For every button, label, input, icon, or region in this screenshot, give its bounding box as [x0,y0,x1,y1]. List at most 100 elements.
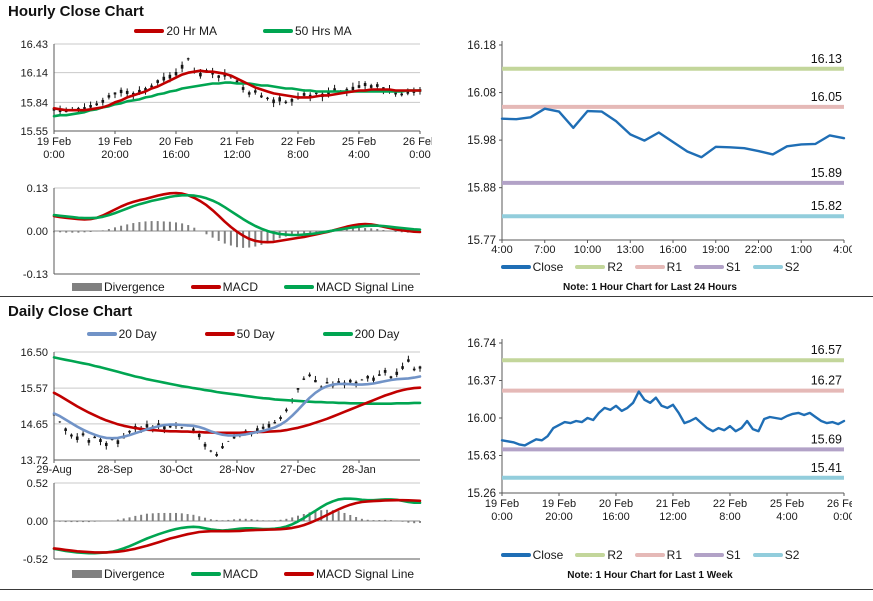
daily-pivot-legend: Close R2 R1 S1 S2 [448,548,852,562]
legend-item-s1: S1 [694,260,741,274]
x-tick-label: 0:00 [491,511,512,523]
y-tick-label: 15.55 [20,126,48,138]
x-tick-label: 19 Feb [542,498,576,510]
legend-label: R2 [607,260,623,274]
daily-macd-chart: 0.52 0.00 -0.52 [23,478,422,565]
legend-swatch [86,332,117,336]
x-tick-label: 22:00 [745,244,773,256]
legend-label: S2 [784,548,800,562]
legend-swatch [634,553,665,557]
legend-swatch [500,265,531,269]
x-tick-label: 0:00 [833,511,852,523]
y-tick-label: 16.74 [467,338,496,350]
y-tick-label: 15.84 [20,97,48,109]
legend-item-r1: R1 [634,548,682,562]
y-tick-label: 16.08 [467,88,496,100]
legend-swatch [634,265,665,269]
y-tick-label: -0.52 [23,554,48,565]
hourly-macd-chart: 0.13 0.00 -0.13 [23,183,422,278]
x-tick-label: 7:00 [534,244,555,256]
x-tick-label: 10:00 [574,244,602,256]
x-tick-label: 19 Feb [37,136,71,148]
legend-swatch [71,570,102,578]
legend-swatch [575,553,606,557]
daily-macd-legend: Divergence MACD MACD Signal Line [54,567,432,581]
legend-label: 50 Hrs MA [295,24,352,38]
x-tick-label: 4:00 [348,149,369,161]
section-divider [0,296,873,297]
series-line [500,390,846,447]
x-tick-label: 1:00 [791,244,812,256]
y-tick-label: 16.00 [467,413,496,425]
legend-item-r2: R2 [575,548,623,562]
x-tick-label: 28-Jan [342,464,376,476]
legend-item-divergence: Divergence [71,567,165,581]
x-tick-label: 19:00 [702,244,730,256]
x-tick-label: 16:00 [162,149,190,161]
legend-item-s2: S2 [752,260,800,274]
x-tick-label: 0:00 [409,149,430,161]
legend-swatch [694,553,724,557]
legend-label: 20 Day [118,327,157,341]
series-line [52,375,422,440]
legend-label: 50 Day [236,327,275,341]
legend-swatch [190,285,221,289]
y-tick-label: 16.14 [20,68,48,80]
pivot-level-label-r1: 16.05 [811,90,842,104]
series-line [52,69,422,112]
legend-swatch [322,332,353,336]
y-tick-label: 0.13 [27,183,48,195]
pivot-level-label-s1: 15.69 [811,432,842,446]
x-tick-label: 20:00 [101,149,129,161]
legend-item-s1: S1 [694,548,741,562]
x-tick-label: 13:00 [616,244,644,256]
x-tick-label: 16:00 [659,244,687,256]
x-tick-label: 20 Feb [159,136,193,148]
y-tick-label: 0.00 [27,516,48,528]
y-tick-label: 15.88 [467,183,496,195]
legend-item-divergence: Divergence [71,280,165,294]
x-tick-label: 22 Feb [281,136,315,148]
pivot-level-label-s2: 15.41 [811,461,842,475]
x-tick-label: 28-Sep [97,464,132,476]
legend-label: R1 [666,548,682,562]
series-line [52,193,422,237]
legend-swatch [575,265,606,269]
y-tick-label: 16.18 [467,40,496,52]
y-tick-label: 15.57 [20,383,48,395]
legend-swatch [752,265,783,269]
daily-ma-legend: 20 Day 50 Day 200 Day [54,327,432,341]
x-tick-label: 4:00 [491,244,512,256]
x-tick-label: 28-Nov [219,464,255,476]
legend-label: S2 [784,260,800,274]
x-tick-label: 22 Feb [713,498,747,510]
x-tick-label: 21 Feb [656,498,690,510]
pivot-level-label-r2: 16.57 [811,343,842,357]
x-tick-label: 19 Feb [98,136,132,148]
series-line [52,497,422,555]
y-tick-label: 15.63 [467,451,496,463]
legend-swatch [134,29,165,33]
daily-note: Note: 1 Hour Chart for Last 1 Week [567,570,733,581]
legend-swatch [284,285,314,289]
legend-item-20-hr-ma: 20 Hr MA [134,24,217,38]
series-line [52,386,422,435]
hourly-ma-legend: 20 Hr MA 50 Hrs MA [54,24,432,38]
pivot-level-label-r2: 16.13 [811,52,842,66]
x-tick-label: 12:00 [223,149,251,161]
x-tick-label: 8:00 [287,149,308,161]
legend-label: Close [532,548,564,562]
y-tick-label: 0.52 [27,478,48,490]
hourly-pivot-legend: Close R2 R1 S1 S2 [448,260,852,274]
series-line [52,356,422,406]
legend-item-20-day: 20 Day [86,327,157,341]
x-tick-label: 16:00 [602,511,630,523]
hourly-section-title: Hourly Close Chart [8,3,144,20]
legend-label: Divergence [103,567,165,581]
y-tick-label: 15.77 [467,235,496,247]
legend-label: Divergence [103,280,165,294]
legend-item-50-day: 50 Day [204,327,275,341]
